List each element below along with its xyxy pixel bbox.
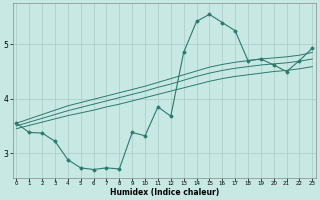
- X-axis label: Humidex (Indice chaleur): Humidex (Indice chaleur): [110, 188, 219, 197]
